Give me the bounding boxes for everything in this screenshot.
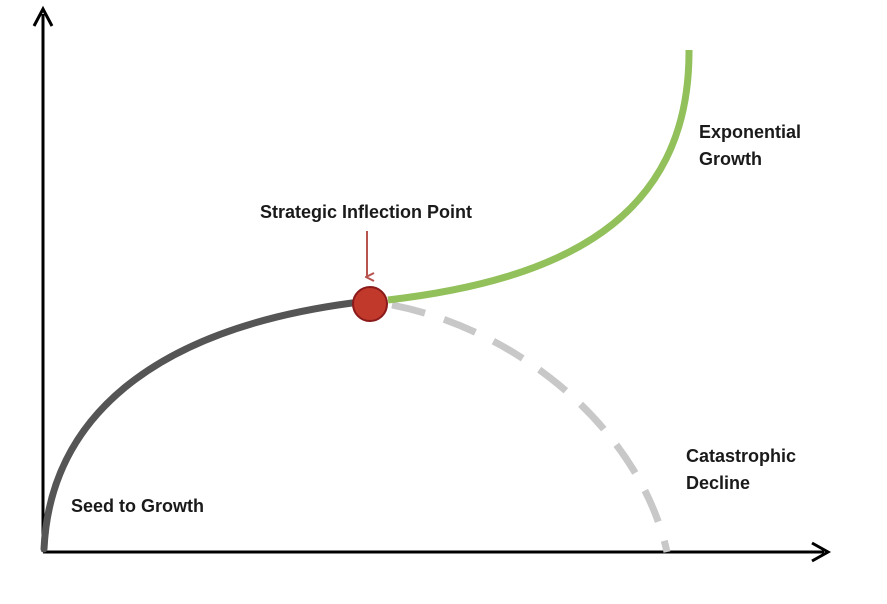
exponential-growth-label-line2: Growth bbox=[699, 149, 762, 169]
seed-to-growth-label: Seed to Growth bbox=[71, 496, 205, 516]
catastrophic-decline-label-line2: Decline bbox=[686, 473, 751, 493]
catastrophic-decline-label-line1: Catastrophic bbox=[686, 446, 797, 466]
x-axis-arrowhead bbox=[811, 541, 832, 563]
exponential-growth-label-line1: Exponential bbox=[699, 122, 802, 142]
seed-growth-curve bbox=[40, 299, 356, 553]
exponential-growth-curve bbox=[387, 49, 693, 304]
catastrophic-decline-curve bbox=[391, 301, 671, 553]
inflection-point-marker bbox=[352, 286, 388, 322]
inflection-point-label: Strategic Inflection Point bbox=[260, 202, 473, 222]
y-axis-arrowhead bbox=[32, 5, 54, 27]
